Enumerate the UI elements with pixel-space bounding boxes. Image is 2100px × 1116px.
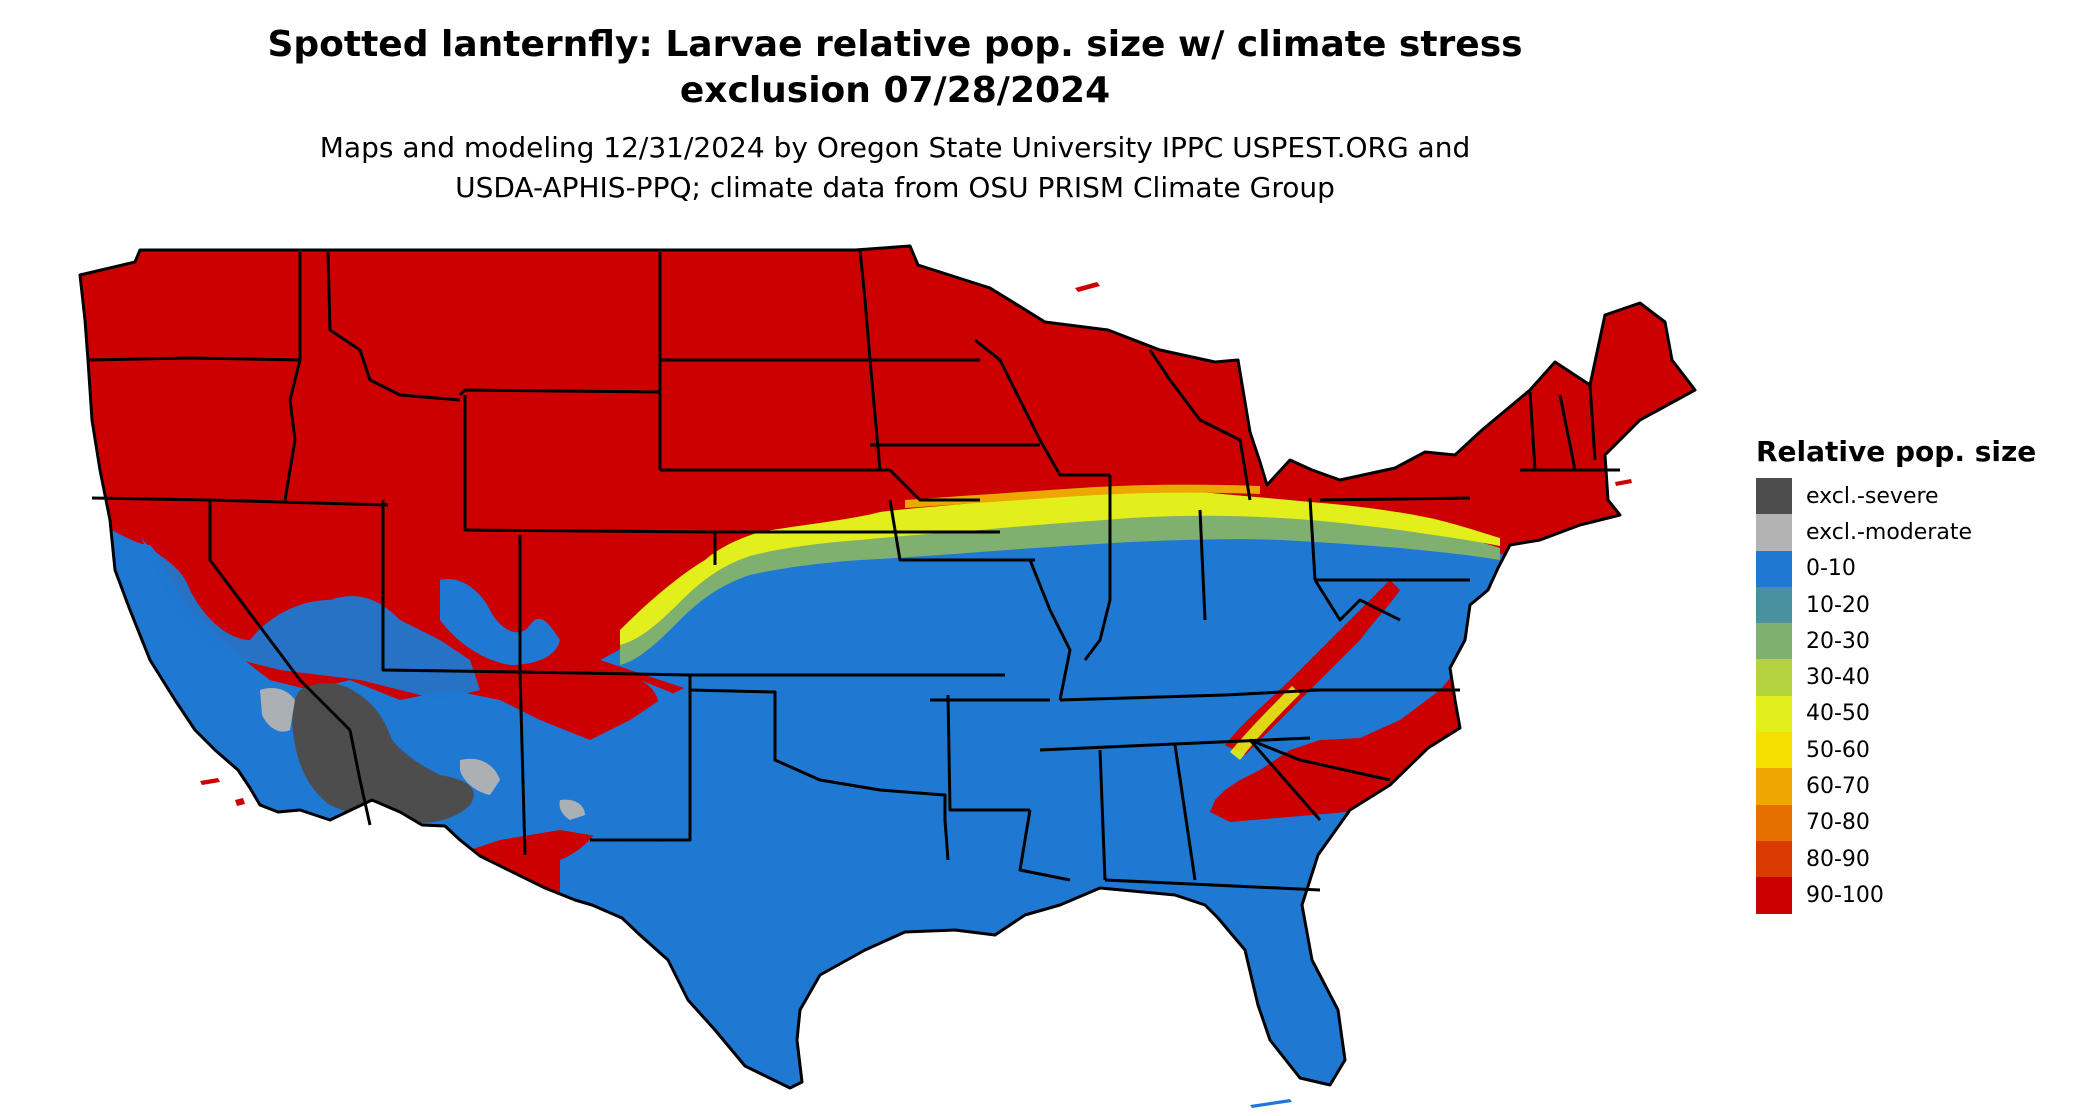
border-wy-co — [463, 395, 716, 534]
border-nv-ca — [208, 500, 352, 732]
border-wa-or — [87, 356, 301, 362]
legend-label: 30-40 — [1806, 665, 1870, 691]
border-al-ga — [1173, 744, 1197, 881]
legend-label: excl.-severe — [1806, 483, 1939, 509]
legend-label: 10-20 — [1806, 592, 1870, 618]
map-subtitle-line-2: USDA-APHIS-PPQ; climate data from OSU PR… — [455, 171, 1335, 204]
border-in-oh — [1198, 509, 1207, 621]
legend-item-40-50: 40-50 — [1756, 695, 2086, 733]
map-title-line-2: exclusion 07/28/2024 — [679, 70, 1111, 111]
border-mo-east — [1028, 559, 1072, 701]
legend-item-50-60: 50-60 — [1756, 732, 2086, 769]
border-ar-la — [946, 694, 1030, 812]
legend-title: Relative pop. size — [1756, 435, 2037, 468]
border-ga-fl — [1104, 878, 1321, 892]
legend-swatch — [1756, 586, 1792, 624]
map-region-low-southwest — [90, 520, 720, 850]
border-wv — [1313, 579, 1401, 622]
border-la-ms — [1018, 809, 1071, 882]
map-transition-orange-band — [905, 484, 1260, 508]
legend-swatch — [1756, 659, 1792, 696]
us-map — [78, 244, 1697, 1108]
border-mn-west — [858, 249, 882, 471]
legend-item-80-90: 80-90 — [1756, 840, 2086, 878]
border-co-nm — [519, 670, 691, 677]
legend-label: 70-80 — [1806, 810, 1870, 836]
map-subtitle-line-1: Maps and modeling 12/31/2024 by Oregon S… — [319, 131, 1471, 164]
border-az-ca — [348, 729, 372, 826]
border-il-in — [1083, 475, 1112, 661]
border-ms-al — [1098, 749, 1107, 881]
border-nc-sc — [1249, 738, 1391, 782]
legend-item-10-20: 10-20 — [1756, 586, 2086, 624]
legend-label: 40-50 — [1806, 701, 1870, 727]
border-ny-ne — [1528, 391, 1537, 471]
border-vt-nh — [1558, 394, 1577, 471]
legend-swatch — [1756, 550, 1792, 587]
map-region-low-colorado — [440, 579, 560, 665]
border-mt-id — [326, 251, 461, 402]
border-pa-ny — [1319, 496, 1471, 502]
legend-item-70-80: 70-80 — [1756, 804, 2086, 841]
map-subtitle: Maps and modeling 12/31/2024 by Oregon S… — [0, 128, 1790, 208]
legend-label: excl.-moderate — [1806, 519, 1972, 545]
legend-item-excl-moderate: excl.-moderate — [1756, 514, 2086, 551]
map-region-low-greatbasin — [140, 535, 480, 700]
island-lake-superior — [1075, 282, 1100, 292]
legend-label: 90-100 — [1806, 882, 1884, 908]
legend-swatch — [1756, 804, 1792, 841]
border-az-nm — [518, 671, 527, 856]
legend-item-60-70: 60-70 — [1756, 768, 2086, 805]
border-ok-tx — [688, 675, 950, 861]
border-sd-ne — [660, 468, 980, 502]
border-oh-pa — [1308, 497, 1317, 581]
legend-swatch — [1756, 877, 1792, 914]
border-id-west — [283, 252, 302, 501]
legend-swatch — [1756, 695, 1792, 733]
legend-swatch — [1756, 732, 1792, 769]
border-ut — [381, 500, 522, 674]
map-region-low-newmexico — [600, 680, 700, 850]
border-mt-wy — [458, 388, 661, 397]
legend-label: 60-70 — [1806, 774, 1870, 800]
island-florida-keys — [1250, 1099, 1292, 1108]
legend-item-20-30: 20-30 — [1756, 623, 2086, 660]
map-islands — [200, 282, 1632, 1108]
legend-swatch — [1756, 840, 1792, 878]
border-me-nh — [1588, 384, 1597, 461]
legend-label: 20-30 — [1806, 628, 1870, 654]
border-mi-lower — [1148, 349, 1252, 501]
legend-swatch — [1756, 514, 1792, 551]
legend-item-0-10: 0-10 — [1756, 550, 2086, 587]
border-ks-ok — [690, 532, 1005, 677]
border-nm-tx — [590, 690, 692, 842]
border-wi — [974, 338, 1110, 477]
legend-label: 0-10 — [1806, 556, 1856, 582]
legend-label: 50-60 — [1806, 737, 1870, 763]
legend-swatch — [1756, 623, 1792, 660]
legend-swatch — [1756, 478, 1792, 515]
border-tn-south — [1039, 736, 1311, 752]
map-title: Spotted lanternfly: Larvae relative pop.… — [0, 22, 1790, 114]
legend-item-90-100: 90-100 — [1756, 877, 2086, 914]
state-borders — [78, 244, 1697, 1090]
legend-label: 80-90 — [1806, 846, 1870, 872]
legend-swatch — [1756, 768, 1792, 805]
map-fill — [80, 246, 1695, 1088]
border-ia-mo — [888, 499, 1035, 562]
border-ky-tn — [1059, 688, 1321, 702]
map-transition-yellow-band — [620, 490, 1500, 645]
map-region-low-east — [560, 522, 1695, 1088]
map-region-excluded-moderate — [260, 688, 585, 820]
island-channel-2 — [235, 798, 245, 806]
island-nantucket — [1615, 479, 1632, 486]
map-title-line-1: Spotted lanternfly: Larvae relative pop.… — [267, 24, 1523, 65]
legend-item-30-40: 30-40 — [1756, 659, 2086, 696]
border-ga-sc — [1248, 739, 1322, 821]
legend-item-excl-severe: excl.-severe — [1756, 478, 2086, 515]
island-channel-1 — [200, 778, 220, 785]
legend: Relative pop. size excl.-severe excl.-mo… — [1756, 434, 2086, 914]
